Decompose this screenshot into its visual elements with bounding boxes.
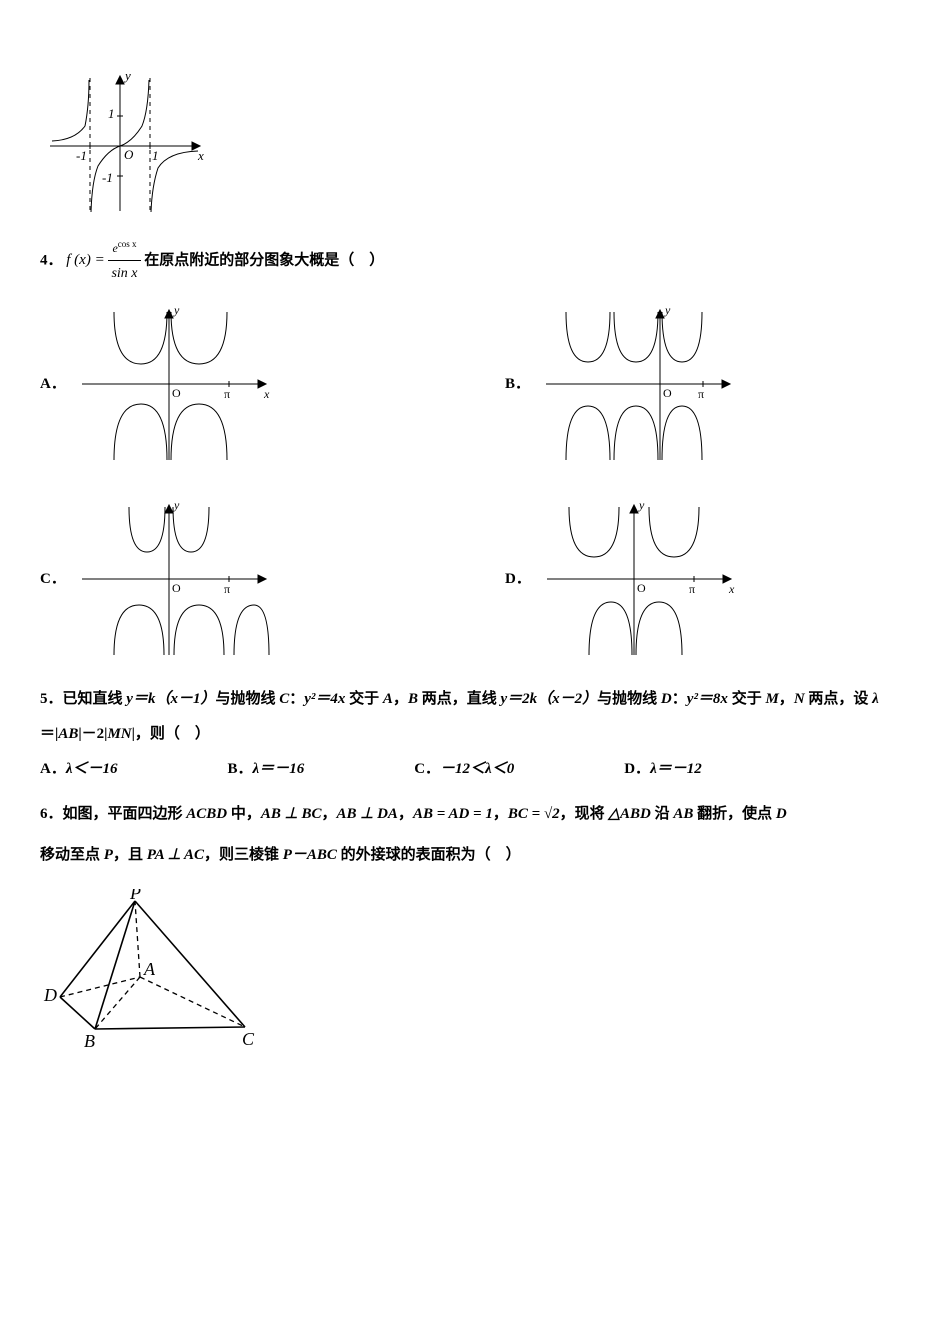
q4-A-label: A． [40, 371, 66, 398]
q6-figure: P A D B C [40, 889, 910, 1069]
svg-text:y: y [173, 498, 180, 512]
q4-plot-D: y x O π [539, 497, 739, 662]
q5-number: 5． [40, 691, 63, 707]
svg-text:1: 1 [152, 148, 159, 163]
svg-text:P: P [129, 889, 141, 903]
q6-figure-svg: P A D B C [40, 889, 260, 1059]
q4-choice-A[interactable]: A． y x O π [40, 302, 445, 467]
svg-text:O: O [172, 386, 181, 400]
q5-stem-line1: 5．已知直线 y＝k（x－1）与抛物线 C：y²＝4x 交于 A，B 两点，直线… [40, 686, 910, 713]
q4-fx-expr: f (x) = ecos x sin x [66, 252, 144, 268]
q4-stem: 4． f (x) = ecos x sin x 在原点附近的部分图象大概是（ ） [40, 236, 910, 286]
svg-text:A: A [143, 959, 156, 979]
svg-text:O: O [637, 581, 646, 595]
svg-text:x: x [263, 387, 270, 401]
q4-plot-C: y O π [74, 497, 274, 662]
q6-stem-line1: 6．如图，平面四边形 ACBD 中，AB ⊥ BC，AB ⊥ DA，AB = A… [40, 801, 910, 828]
q4-plot-B: y O π [538, 302, 738, 467]
q4-choices: A． y x O π [40, 302, 910, 662]
svg-text:x: x [197, 148, 204, 163]
svg-text:π: π [698, 387, 704, 401]
svg-text:y: y [173, 303, 180, 317]
prev-question-graph: y x O 1 1 -1 -1 [40, 66, 910, 226]
svg-text:y: y [638, 498, 645, 512]
q4-tail-text: 在原点附近的部分图象大概是（ ） [144, 252, 384, 268]
q4-choice-D[interactable]: D． y x O π [505, 497, 910, 662]
q5-opt-C[interactable]: C．－12＜λ＜0 [414, 756, 514, 783]
q4-fraction: ecos x sin x [108, 236, 140, 286]
svg-text:B: B [84, 1031, 95, 1051]
svg-text:π: π [689, 582, 695, 596]
q5-options: A．λ＜－16 B．λ＝－16 C．－12＜λ＜0 D．λ＝－12 [40, 756, 910, 783]
q6-number: 6． [40, 806, 63, 822]
q4-number: 4． [40, 252, 63, 268]
q4-C-label: C． [40, 566, 66, 593]
q5-stem-line2: ＝|AB|－2|MN|，则（ ） [40, 721, 910, 748]
svg-text:-1: -1 [76, 148, 87, 163]
q5-opt-D[interactable]: D．λ＝－12 [624, 756, 702, 783]
svg-text:O: O [172, 581, 181, 595]
svg-text:π: π [224, 582, 230, 596]
svg-text:x: x [728, 582, 735, 596]
svg-text:-1: -1 [102, 170, 113, 185]
q4-choice-B[interactable]: B． y O π [505, 302, 910, 467]
svg-text:y: y [123, 68, 131, 83]
q4-B-label: B． [505, 371, 530, 398]
svg-text:C: C [242, 1029, 255, 1049]
svg-text:1: 1 [108, 106, 115, 121]
q4-D-label: D． [505, 566, 531, 593]
prev-graph-svg: y x O 1 1 -1 -1 [40, 66, 210, 216]
svg-text:π: π [224, 387, 230, 401]
q6-stem-line2: 移动至点 P，且 PA ⊥ AC，则三棱锥 P－ABC 的外接球的表面积为（ ） [40, 842, 910, 869]
svg-text:O: O [124, 147, 134, 162]
svg-text:D: D [43, 985, 57, 1005]
svg-text:O: O [663, 386, 672, 400]
q4-plot-A: y x O π [74, 302, 274, 467]
q5-opt-A[interactable]: A．λ＜－16 [40, 756, 118, 783]
q4-choice-C[interactable]: C． y O π [40, 497, 445, 662]
q5-opt-B[interactable]: B．λ＝－16 [228, 756, 305, 783]
svg-text:y: y [664, 303, 671, 317]
